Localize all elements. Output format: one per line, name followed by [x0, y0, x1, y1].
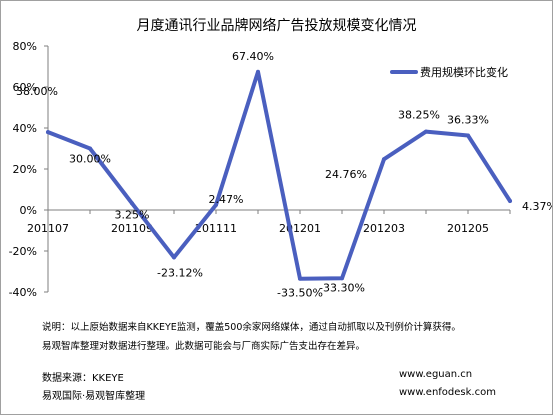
x-tick-label: 201111	[195, 222, 237, 235]
data-label: -23.12%	[157, 266, 203, 279]
y-tick-label: 60%	[13, 81, 37, 94]
legend-label: 费用规模环比变化	[420, 65, 508, 79]
x-tick-label: 201205	[447, 222, 489, 235]
data-label: 30.00%	[69, 153, 111, 166]
data-point	[214, 202, 218, 207]
website-enfodesk: www.enfodesk.com	[399, 387, 496, 398]
data-label: 38.00%	[16, 85, 58, 98]
data-label: 67.40%	[232, 50, 274, 63]
data-point	[172, 255, 176, 260]
data-point	[130, 201, 134, 206]
note-line-1: 说明：以上原始数据来自KKEYE监测，覆盖500余家网络媒体，通过自动抓取以及刊…	[42, 322, 461, 333]
data-label: 36.33%	[447, 114, 489, 127]
data-point	[466, 133, 470, 138]
y-tick-label: -20%	[9, 245, 37, 258]
website-eguan: www.eguan.cn	[399, 369, 473, 380]
y-tick-label: 40%	[13, 122, 37, 135]
data-label: -33.30%	[319, 281, 365, 294]
y-tick-label: 20%	[13, 163, 37, 176]
data-point	[508, 199, 512, 204]
data-source: 数据来源：KKEYE	[42, 373, 124, 384]
x-tick-label: 201107	[27, 222, 69, 235]
data-point	[298, 276, 302, 281]
y-tick-label: -40%	[9, 286, 37, 299]
data-label: -33.50%	[277, 287, 323, 300]
x-tick-label: 201203	[363, 222, 405, 235]
data-point	[46, 130, 50, 135]
data-label: 38.25%	[398, 109, 440, 122]
data-point	[424, 129, 428, 134]
data-point	[340, 276, 344, 281]
chart-title: 月度通讯行业品牌网络广告投放规模变化情况	[136, 18, 417, 34]
x-tick-label: 201201	[279, 222, 321, 235]
x-tick-label: 201109	[111, 222, 153, 235]
note-line-2: 易观智库整理对数据进行整理。此数据可能会与厂商实际广告支出存在差异。	[42, 341, 366, 352]
y-tick-label: 0%	[20, 204, 37, 217]
data-label: 3.25%	[115, 208, 150, 221]
series-line-cost-change	[46, 69, 512, 281]
data-label: 24.76%	[325, 168, 367, 181]
data-label: 2.47%	[209, 193, 244, 206]
data-point	[256, 69, 260, 74]
publisher: 易观国际·易观智库整理	[42, 391, 146, 402]
data-label: 4.37%	[522, 200, 552, 213]
data-point	[88, 146, 92, 151]
y-tick-label: 80%	[13, 40, 37, 53]
data-point	[382, 157, 386, 162]
